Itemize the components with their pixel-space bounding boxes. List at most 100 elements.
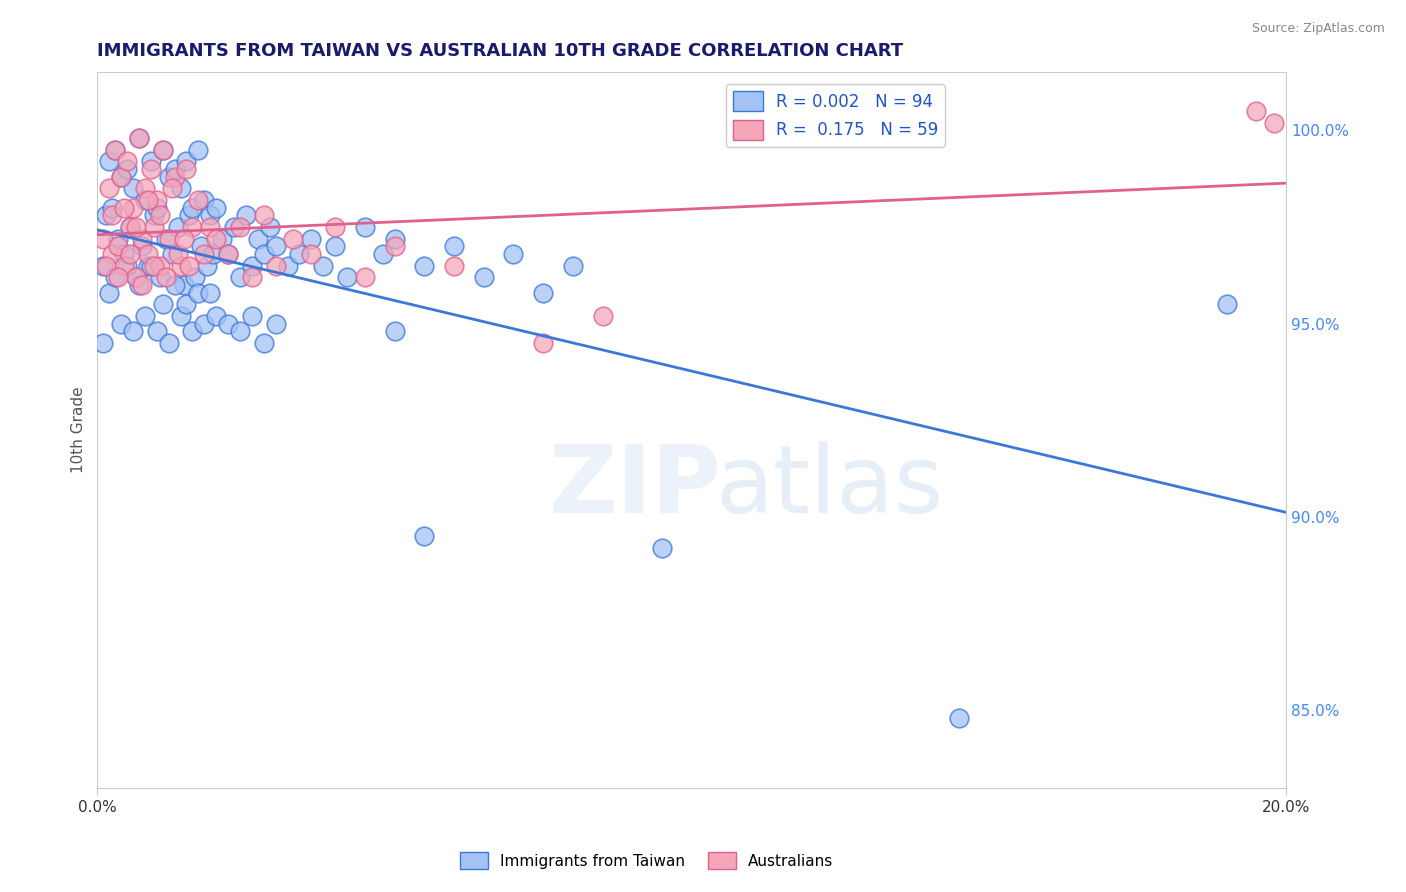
- Point: [253, 209, 276, 223]
- Point: [112, 259, 135, 273]
- Point: [146, 193, 169, 207]
- Point: [384, 239, 406, 253]
- Point: [1263, 116, 1285, 130]
- Point: [115, 259, 138, 273]
- Point: [384, 232, 406, 246]
- Point: [229, 325, 252, 339]
- Point: [502, 247, 524, 261]
- Point: [152, 297, 174, 311]
- Point: [179, 259, 201, 273]
- Point: [166, 247, 188, 261]
- Point: [96, 259, 118, 273]
- Point: [222, 220, 245, 235]
- Point: [157, 169, 180, 184]
- Point: [211, 232, 233, 246]
- Point: [104, 270, 127, 285]
- Point: [323, 239, 346, 253]
- Point: [259, 220, 281, 235]
- Point: [142, 209, 165, 223]
- Point: [187, 143, 209, 157]
- Point: [155, 232, 177, 246]
- Point: [264, 239, 287, 253]
- Point: [253, 247, 276, 261]
- Point: [98, 154, 121, 169]
- Point: [193, 317, 215, 331]
- Point: [107, 270, 129, 285]
- Point: [122, 181, 145, 195]
- Y-axis label: 10th Grade: 10th Grade: [72, 387, 86, 474]
- Point: [98, 285, 121, 300]
- Point: [91, 259, 114, 273]
- Point: [152, 143, 174, 157]
- Point: [125, 220, 148, 235]
- Point: [160, 247, 183, 261]
- Point: [131, 239, 153, 253]
- Point: [190, 239, 212, 253]
- Point: [139, 259, 162, 273]
- Point: [264, 259, 287, 273]
- Point: [149, 270, 172, 285]
- Point: [169, 309, 191, 323]
- Point: [184, 270, 207, 285]
- Point: [205, 309, 228, 323]
- Point: [173, 278, 195, 293]
- Point: [948, 711, 970, 725]
- Point: [125, 270, 148, 285]
- Point: [104, 143, 127, 157]
- Point: [146, 325, 169, 339]
- Point: [160, 181, 183, 195]
- Point: [118, 247, 141, 261]
- Point: [200, 285, 222, 300]
- Point: [142, 259, 165, 273]
- Point: [157, 232, 180, 246]
- Point: [101, 209, 124, 223]
- Point: [176, 154, 198, 169]
- Point: [91, 232, 114, 246]
- Point: [98, 181, 121, 195]
- Point: [205, 201, 228, 215]
- Point: [176, 162, 198, 177]
- Point: [217, 247, 239, 261]
- Point: [229, 220, 252, 235]
- Point: [384, 325, 406, 339]
- Point: [561, 259, 583, 273]
- Point: [112, 247, 135, 261]
- Point: [128, 278, 150, 293]
- Point: [336, 270, 359, 285]
- Point: [240, 259, 263, 273]
- Point: [163, 162, 186, 177]
- Point: [107, 239, 129, 253]
- Point: [299, 232, 322, 246]
- Point: [323, 220, 346, 235]
- Point: [205, 232, 228, 246]
- Point: [136, 193, 159, 207]
- Text: atlas: atlas: [716, 442, 943, 533]
- Point: [152, 143, 174, 157]
- Point: [181, 201, 204, 215]
- Point: [128, 131, 150, 145]
- Point: [371, 247, 394, 261]
- Point: [163, 169, 186, 184]
- Point: [157, 336, 180, 351]
- Point: [187, 285, 209, 300]
- Point: [149, 259, 172, 273]
- Point: [91, 336, 114, 351]
- Point: [187, 193, 209, 207]
- Point: [193, 247, 215, 261]
- Point: [110, 169, 132, 184]
- Legend: Immigrants from Taiwan, Australians: Immigrants from Taiwan, Australians: [454, 846, 839, 875]
- Point: [193, 193, 215, 207]
- Point: [166, 220, 188, 235]
- Point: [118, 220, 141, 235]
- Point: [240, 270, 263, 285]
- Point: [246, 232, 269, 246]
- Point: [202, 247, 225, 261]
- Point: [110, 317, 132, 331]
- Point: [134, 193, 156, 207]
- Point: [217, 247, 239, 261]
- Point: [131, 278, 153, 293]
- Point: [149, 209, 172, 223]
- Point: [181, 325, 204, 339]
- Point: [181, 220, 204, 235]
- Point: [592, 309, 614, 323]
